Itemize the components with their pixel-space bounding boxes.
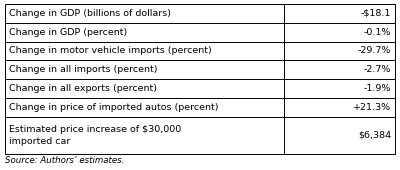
Text: Change in all imports (percent): Change in all imports (percent) bbox=[9, 65, 158, 74]
Text: Change in GDP (billions of dollars): Change in GDP (billions of dollars) bbox=[9, 9, 171, 18]
Text: -0.1%: -0.1% bbox=[364, 28, 391, 37]
Text: Estimated price increase of $30,000
imported car: Estimated price increase of $30,000 impo… bbox=[9, 125, 181, 146]
Text: -2.7%: -2.7% bbox=[364, 65, 391, 74]
Text: Change in GDP (percent): Change in GDP (percent) bbox=[9, 28, 127, 37]
Text: Change in all exports (percent): Change in all exports (percent) bbox=[9, 84, 157, 93]
Text: Change in price of imported autos (percent): Change in price of imported autos (perce… bbox=[9, 103, 218, 112]
Text: -29.7%: -29.7% bbox=[358, 46, 391, 55]
Text: +21.3%: +21.3% bbox=[353, 103, 391, 112]
Text: Source: Authors’ estimates.: Source: Authors’ estimates. bbox=[5, 156, 124, 165]
Text: -$18.1: -$18.1 bbox=[361, 9, 391, 18]
Text: -1.9%: -1.9% bbox=[364, 84, 391, 93]
Text: $6,384: $6,384 bbox=[358, 131, 391, 140]
Text: Change in motor vehicle imports (percent): Change in motor vehicle imports (percent… bbox=[9, 46, 212, 55]
